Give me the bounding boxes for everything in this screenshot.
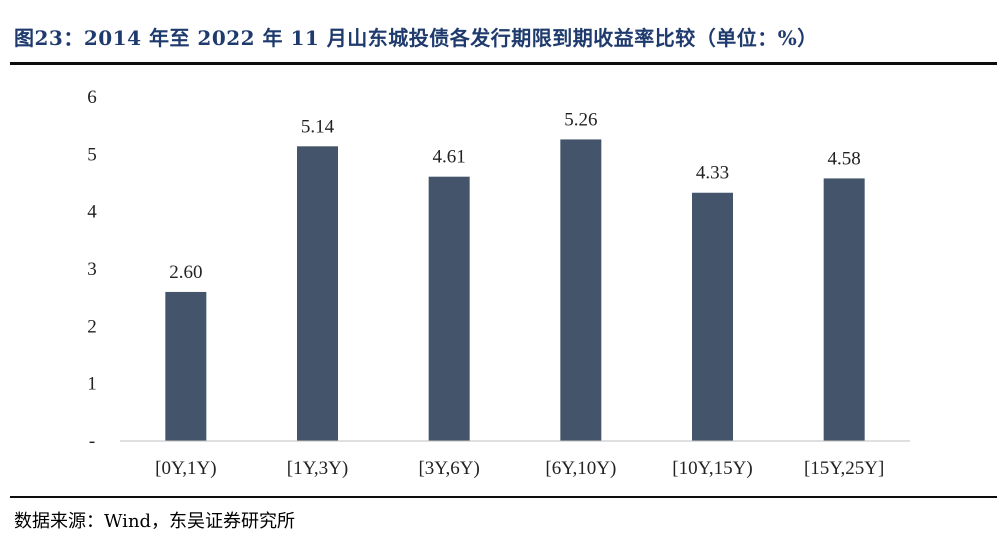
bar bbox=[823, 178, 865, 441]
bar-chart: - 1 2 3 4 5 6 2.60 5.14 4.61 5.26 4.33 4.58 [0Y,1Y)… bbox=[87, 87, 910, 479]
y-tick-label: 4 bbox=[87, 202, 97, 223]
bar bbox=[165, 291, 207, 441]
y-tick-label: 6 bbox=[87, 87, 97, 108]
x-tick-label: [6Y,10Y) bbox=[545, 458, 616, 479]
y-tick-label: 1 bbox=[87, 374, 97, 395]
bar bbox=[692, 192, 733, 441]
data-label: 5.14 bbox=[301, 116, 335, 137]
bar-series bbox=[165, 139, 865, 441]
data-label: 4.33 bbox=[696, 163, 729, 184]
x-tick-label: [3Y,6Y) bbox=[418, 458, 479, 479]
source-note: 数据来源：Wind，东吴证券研究所 bbox=[14, 511, 296, 532]
data-label: 5.26 bbox=[564, 109, 597, 130]
y-tick-label: - bbox=[89, 431, 95, 452]
chart-title: 图23：2014 年至 2022 年 11 月山东城投债各发行期限到期收益率比较… bbox=[14, 26, 818, 50]
data-label: 4.61 bbox=[433, 147, 466, 168]
x-axis: [0Y,1Y) [1Y,3Y) [3Y,6Y) [6Y,10Y) [10Y,15Y) [1… bbox=[155, 458, 884, 479]
title-divider bbox=[10, 62, 997, 65]
y-tick-label: 5 bbox=[87, 144, 97, 165]
y-tick-label: 3 bbox=[87, 259, 97, 280]
bar bbox=[428, 176, 470, 441]
data-labels: 2.60 5.14 4.61 5.26 4.33 4.58 bbox=[169, 109, 861, 283]
y-axis: - 1 2 3 4 5 6 bbox=[87, 87, 97, 452]
data-label: 4.58 bbox=[828, 148, 861, 169]
bar bbox=[297, 146, 338, 441]
bar bbox=[560, 139, 602, 441]
x-tick-label: [1Y,3Y) bbox=[287, 458, 348, 479]
x-tick-label: [10Y,15Y) bbox=[672, 458, 752, 479]
data-label: 2.60 bbox=[169, 262, 202, 283]
footer-divider bbox=[10, 496, 997, 498]
x-tick-label: [0Y,1Y) bbox=[155, 458, 216, 479]
x-tick-label: [15Y,25Y] bbox=[804, 458, 884, 479]
y-tick-label: 2 bbox=[87, 316, 97, 337]
